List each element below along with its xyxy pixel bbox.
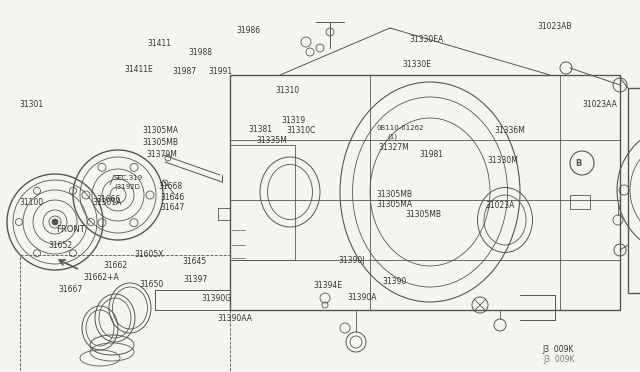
Text: FRONT: FRONT [56, 225, 85, 234]
Text: 31310C: 31310C [287, 126, 316, 135]
Text: 31336M: 31336M [495, 126, 525, 135]
Text: 31301: 31301 [19, 100, 44, 109]
Text: 31305MA: 31305MA [376, 200, 412, 209]
Text: 31668: 31668 [159, 182, 183, 191]
Text: 0B110-61262: 0B110-61262 [376, 125, 424, 131]
Text: 31411: 31411 [147, 39, 172, 48]
Text: 31330EA: 31330EA [410, 35, 444, 44]
Text: 31666: 31666 [96, 195, 120, 204]
Text: 31647: 31647 [160, 203, 184, 212]
Text: 31411E: 31411E [125, 65, 154, 74]
Text: 31991: 31991 [208, 67, 232, 76]
Bar [570, 195, 590, 209]
Text: 31310: 31310 [275, 86, 300, 94]
Text: SEC.319: SEC.319 [114, 175, 143, 181]
Bar [628, 88, 640, 293]
Text: 31100: 31100 [19, 198, 44, 207]
Text: 31301A: 31301A [93, 198, 122, 207]
Text: 31650: 31650 [140, 280, 164, 289]
Text: J3  009K: J3 009K [543, 345, 574, 354]
Text: 31379M: 31379M [146, 150, 177, 159]
Text: 31305MB: 31305MB [376, 190, 412, 199]
Text: 31023AA: 31023AA [582, 100, 617, 109]
Text: J3  009K: J3 009K [543, 355, 575, 364]
Text: 31986: 31986 [237, 26, 261, 35]
Text: (3192D: (3192D [114, 183, 140, 189]
Text: 31023AB: 31023AB [538, 22, 572, 31]
Text: 31652: 31652 [48, 241, 72, 250]
Text: 31390: 31390 [383, 277, 407, 286]
Text: (1): (1) [388, 134, 398, 140]
Text: 31305MB: 31305MB [142, 138, 178, 147]
Text: 31330E: 31330E [402, 60, 431, 68]
Circle shape [52, 219, 58, 225]
Text: 31305MA: 31305MA [142, 126, 178, 135]
Text: 31662+A: 31662+A [83, 273, 119, 282]
Text: 31646: 31646 [160, 193, 184, 202]
Text: 31330M: 31330M [488, 156, 518, 165]
Text: 31662: 31662 [104, 261, 128, 270]
Text: 31390G: 31390G [202, 294, 232, 303]
Text: 31319: 31319 [282, 116, 306, 125]
Text: 31335M: 31335M [256, 136, 287, 145]
Bar [230, 145, 295, 260]
Text: 31390A: 31390A [348, 293, 377, 302]
Text: 31988: 31988 [189, 48, 212, 57]
Text: 31605X: 31605X [134, 250, 164, 259]
Text: 31397: 31397 [184, 275, 208, 284]
Text: 31987: 31987 [173, 67, 197, 76]
Text: 31390AA: 31390AA [218, 314, 253, 323]
Text: 31381: 31381 [248, 125, 273, 134]
Text: 31645: 31645 [182, 257, 207, 266]
Text: B: B [575, 158, 581, 167]
Text: 31981: 31981 [420, 150, 444, 158]
Text: 31394E: 31394E [314, 281, 342, 290]
Text: 31023A: 31023A [485, 201, 515, 210]
Text: 31327M: 31327M [379, 143, 410, 152]
Text: 31667: 31667 [59, 285, 83, 294]
Text: 31305MB: 31305MB [406, 210, 442, 219]
Text: 31390J: 31390J [338, 256, 364, 264]
